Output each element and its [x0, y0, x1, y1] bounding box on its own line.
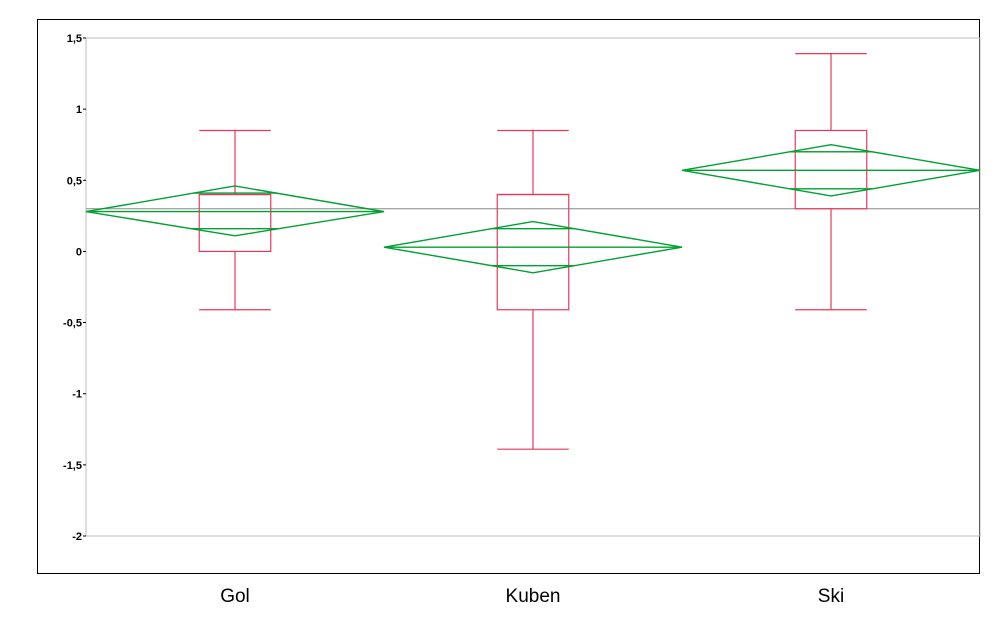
plot-area: [85, 37, 981, 537]
iqr-box: [496, 193, 570, 311]
y-tick-label: -1,5: [63, 460, 82, 472]
y-tick-label: 0,5: [67, 175, 82, 187]
iqr-box: [794, 129, 868, 210]
y-tick-label: 1: [76, 104, 82, 116]
category-label-kuben: Kuben: [505, 586, 561, 607]
y-tick-label: 0: [76, 246, 82, 258]
category-label-ski: Ski: [817, 586, 845, 607]
iqr-box: [198, 193, 272, 253]
y-tick-label: -0,5: [63, 318, 82, 330]
y-tick-label: 1,5: [67, 33, 82, 45]
y-tick-label: -1: [72, 389, 82, 401]
y-tick-label: -2: [72, 531, 82, 543]
chart-frame: [37, 19, 980, 574]
category-label-gol: Gol: [220, 586, 250, 607]
